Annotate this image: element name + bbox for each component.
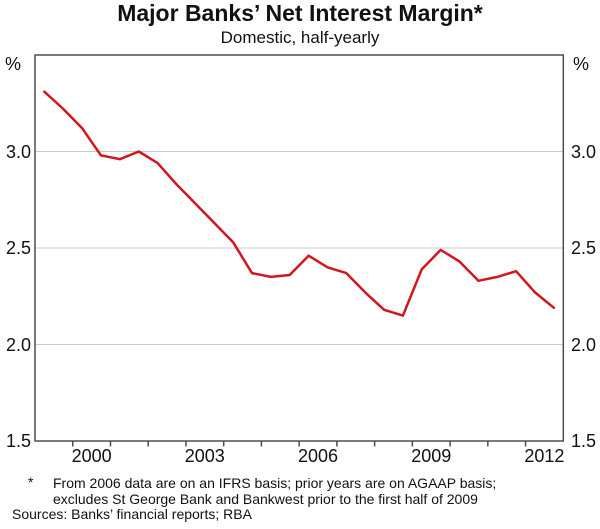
footnote-line-1: From 2006 data are on an IFRS basis; pri… (53, 475, 497, 491)
sources-line: Sources: Banks’ financial reports; RBA (12, 506, 252, 522)
chart-subtitle: Domestic, half-yearly (220, 28, 380, 47)
chart-title: Major Banks’ Net Interest Margin* (117, 0, 483, 26)
y-axis-label-right: 2.5 (571, 238, 597, 258)
y-axis-label-left: 2.0 (5, 334, 31, 355)
y-axis-label-left: 3.0 (5, 141, 31, 162)
footnote-marker: * (28, 474, 34, 490)
y-axis-label-right: 3.0 (571, 141, 597, 162)
y-axis-unit-left: % (5, 54, 22, 74)
footnote-line-2: excludes St George Bank and Bankwest pri… (53, 490, 478, 507)
x-axis-label: 2003 (184, 446, 225, 466)
net-interest-margin-line (43, 90, 556, 317)
y-axis-label-left: 2.5 (5, 238, 31, 258)
x-axis-label: 2009 (411, 446, 452, 466)
x-axis-label: 2000 (71, 446, 112, 466)
x-axis-label: 2012 (524, 446, 565, 466)
y-axis-label-right: 1.5 (571, 431, 597, 451)
y-axis-unit-right: % (573, 54, 590, 74)
y-axis-label-right: 2.0 (571, 334, 597, 355)
y-axis-label-left: 1.5 (5, 431, 31, 451)
x-axis-label: 2006 (297, 446, 339, 466)
